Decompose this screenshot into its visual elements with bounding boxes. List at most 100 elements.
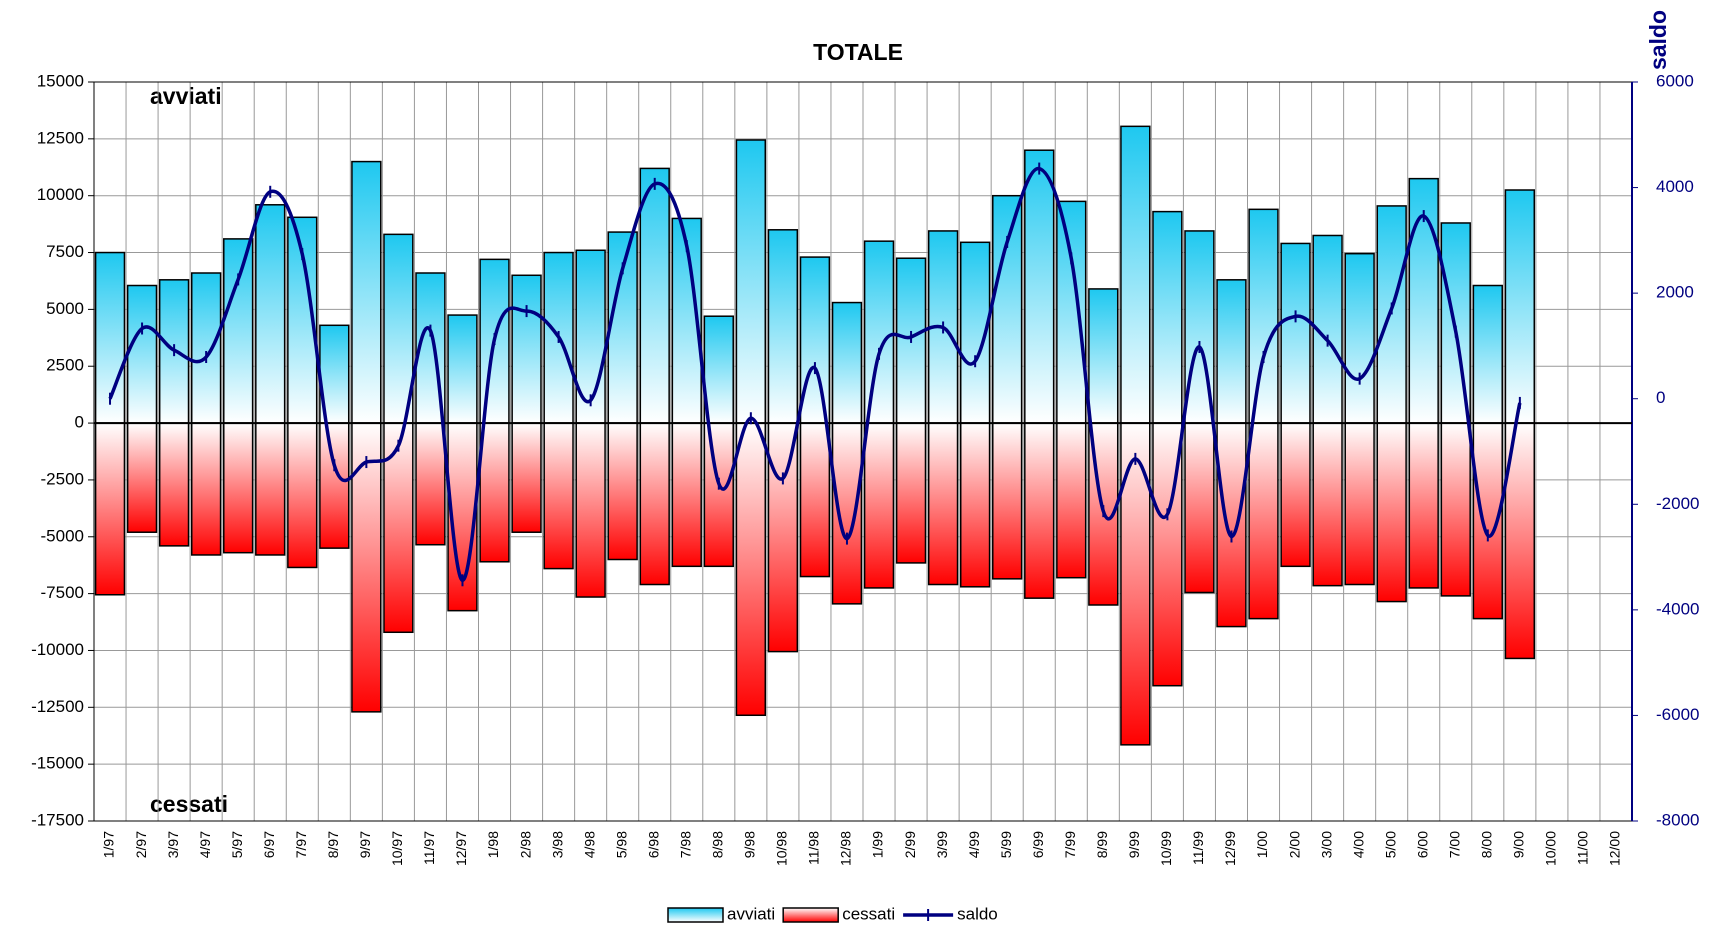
y-tick-label: 0 — [75, 413, 84, 432]
bar — [1024, 149, 1055, 424]
bar — [1376, 422, 1407, 603]
x-tick-label: 12/97 — [453, 831, 469, 866]
x-tick-label: 4/98 — [581, 831, 597, 858]
bar — [94, 422, 126, 596]
bar — [1024, 422, 1055, 599]
x-tick-label: 5/98 — [613, 831, 629, 858]
bar — [992, 194, 1023, 424]
x-tick-label: 1/98 — [485, 831, 501, 858]
bar — [1120, 125, 1151, 424]
bar — [255, 204, 286, 424]
y-tick-label: 5000 — [46, 299, 84, 318]
x-tick-label: 10/98 — [774, 831, 790, 866]
bar — [799, 422, 831, 578]
bar — [415, 422, 446, 546]
bar — [831, 301, 863, 424]
bar — [190, 272, 222, 424]
bar — [190, 422, 222, 556]
x-tick-label: 4/97 — [197, 831, 213, 858]
bar — [575, 422, 606, 598]
x-tick-label: 4/99 — [966, 831, 982, 858]
bar — [543, 422, 574, 570]
x-tick-label: 9/98 — [742, 831, 758, 858]
bar — [1344, 252, 1375, 424]
x-tick-label: 7/98 — [677, 831, 693, 858]
x-tick-label: 6/00 — [1414, 831, 1430, 858]
bar — [767, 422, 799, 653]
bar — [1216, 279, 1247, 424]
bar — [126, 284, 158, 424]
legend-swatch — [782, 907, 839, 923]
y2-axis-title: saldo — [1645, 10, 1671, 70]
x-tick-label: 3/99 — [934, 831, 950, 858]
bar — [735, 139, 767, 424]
legend-label: saldo — [957, 904, 998, 923]
bar — [383, 422, 414, 634]
bar — [1152, 210, 1183, 424]
bar — [863, 240, 895, 424]
x-tick-label: 12/00 — [1607, 831, 1623, 866]
bar — [735, 422, 767, 717]
x-tick-label: 1/97 — [101, 831, 117, 858]
bar — [767, 229, 799, 424]
x-tick-label: 9/97 — [357, 831, 373, 858]
x-tick-label: 8/97 — [325, 831, 341, 858]
bar — [351, 422, 382, 713]
y-tick-label: -5000 — [41, 526, 84, 545]
bar — [863, 422, 895, 589]
bar — [1056, 422, 1087, 579]
y-tick-label: -2500 — [41, 469, 84, 488]
y-tick-label: -10000 — [31, 640, 84, 659]
bar — [1408, 422, 1439, 589]
x-tick-label: 8/00 — [1479, 831, 1495, 858]
x-tick-label: 5/99 — [998, 831, 1014, 858]
x-tick-label: 7/97 — [293, 831, 309, 858]
legend-label: cessati — [842, 904, 895, 923]
bar — [223, 238, 254, 424]
bar — [1056, 200, 1087, 424]
bar — [1376, 205, 1407, 424]
x-tick-label: 10/00 — [1543, 831, 1559, 866]
bar — [1280, 422, 1311, 568]
y-tick-label: 12500 — [37, 128, 84, 147]
bar — [1440, 422, 1471, 597]
bar — [255, 422, 286, 556]
bar — [895, 422, 927, 564]
bar — [1088, 288, 1119, 424]
bar — [799, 256, 831, 424]
bar — [1184, 422, 1215, 594]
bar — [511, 422, 542, 533]
bar — [351, 160, 382, 424]
x-tick-label: 2/00 — [1286, 831, 1302, 858]
x-tick-label: 10/99 — [1158, 831, 1174, 866]
x-tick-label: 6/98 — [645, 831, 661, 858]
x-tick-label: 9/99 — [1126, 831, 1142, 858]
x-tick-label: 9/00 — [1511, 831, 1527, 858]
x-tick-label: 10/97 — [389, 831, 405, 866]
x-tick-label: 5/00 — [1382, 831, 1398, 858]
y2-tick-label: 6000 — [1656, 71, 1694, 90]
bar — [959, 422, 991, 588]
bar — [671, 422, 702, 568]
y-tick-label: -17500 — [31, 810, 84, 829]
x-tick-label: 8/99 — [1094, 831, 1110, 858]
x-tick-label: 11/97 — [421, 831, 437, 865]
bar — [1312, 422, 1343, 587]
x-tick-label: 6/97 — [261, 831, 277, 858]
bar — [703, 315, 734, 424]
x-tick-label: 11/98 — [806, 831, 822, 865]
bar — [511, 274, 542, 424]
x-tick-label: 6/99 — [1030, 831, 1046, 858]
line — [108, 166, 1522, 583]
y-tick-label: 2500 — [46, 356, 84, 375]
bar — [158, 422, 190, 547]
bar — [607, 231, 638, 424]
y-tick-label: 10000 — [37, 185, 84, 204]
x-tick-label: 1/99 — [870, 831, 886, 858]
legend-label: avviati — [727, 904, 775, 923]
bar — [831, 422, 863, 605]
annotation: avviati — [150, 83, 222, 109]
x-tick-label: 7/00 — [1446, 831, 1462, 858]
x-tick-label: 1/00 — [1254, 831, 1270, 858]
